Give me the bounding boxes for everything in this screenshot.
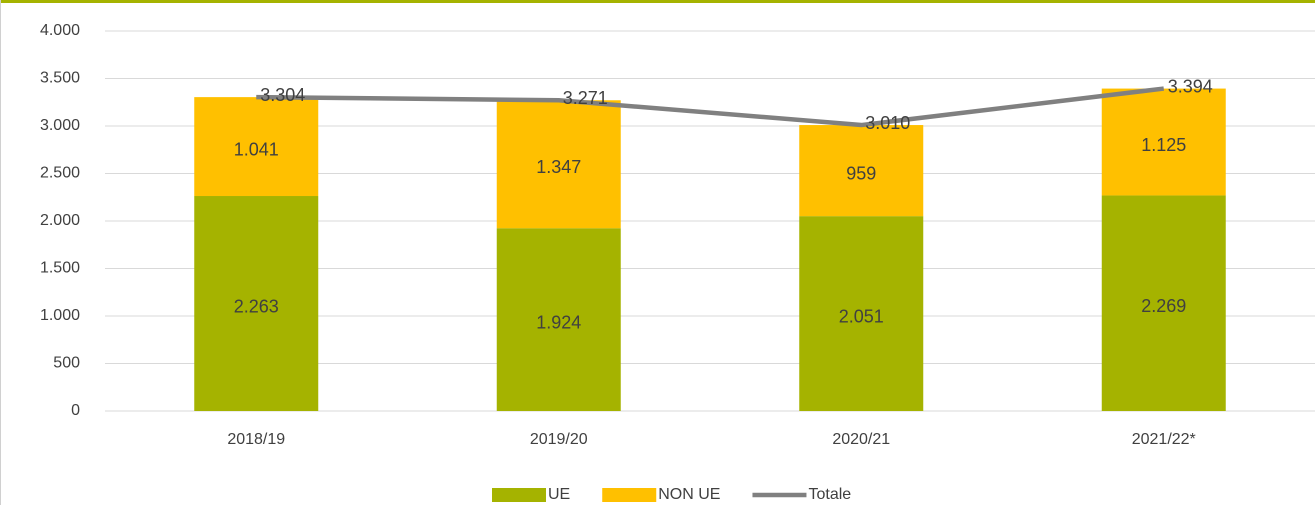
y-tick-label: 4.000	[40, 22, 80, 39]
bar-segment	[496, 100, 621, 229]
legend-swatch	[492, 488, 546, 502]
x-tick-label: 2019/20	[530, 431, 588, 448]
bar-segment	[1101, 195, 1226, 411]
line-series	[256, 86, 1165, 128]
x-tick-label: 2018/19	[227, 431, 285, 448]
line-value-label: 3.394	[1168, 76, 1213, 96]
x-tick-label: 2020/21	[832, 431, 890, 448]
y-tick-label: 2.000	[40, 212, 80, 229]
legend-label: NON UE	[658, 486, 720, 503]
bar-segment	[496, 228, 621, 411]
line-value-label: 3.010	[865, 113, 910, 133]
bar-value-label: 2.051	[839, 306, 884, 326]
y-tick-label: 1.000	[40, 307, 80, 324]
x-tick-label: 2021/22*	[1132, 431, 1196, 448]
bar-segment	[1101, 88, 1226, 196]
y-tick-label: 0	[71, 402, 80, 419]
y-tick-label: 3.000	[40, 117, 80, 134]
bar-value-label: 1.347	[536, 157, 581, 177]
line-value-label: 3.304	[260, 85, 305, 105]
bar-value-label: 2.269	[1141, 296, 1186, 316]
bar-segment	[194, 196, 319, 411]
bar-segment	[194, 97, 319, 197]
legend-label: UE	[548, 486, 570, 503]
line-value-label: 3.271	[563, 88, 608, 108]
top-border	[0, 0, 1315, 3]
bar-value-label: 1.125	[1141, 135, 1186, 155]
bar-value-label: 1.041	[234, 139, 279, 159]
y-tick-label: 2.500	[40, 165, 80, 182]
bar-segment	[799, 125, 924, 217]
bar-value-label: 1.924	[536, 312, 581, 332]
bar-value-label: 959	[846, 163, 876, 183]
y-tick-label: 3.500	[40, 70, 80, 87]
y-tick-label: 1.500	[40, 260, 80, 277]
bar-value-label: 2.263	[234, 296, 279, 316]
left-border	[0, 0, 1, 505]
y-tick-label: 500	[53, 355, 80, 372]
legend-swatch	[602, 488, 657, 502]
legend-label: Totale	[808, 486, 851, 503]
bar-segment	[799, 216, 924, 411]
